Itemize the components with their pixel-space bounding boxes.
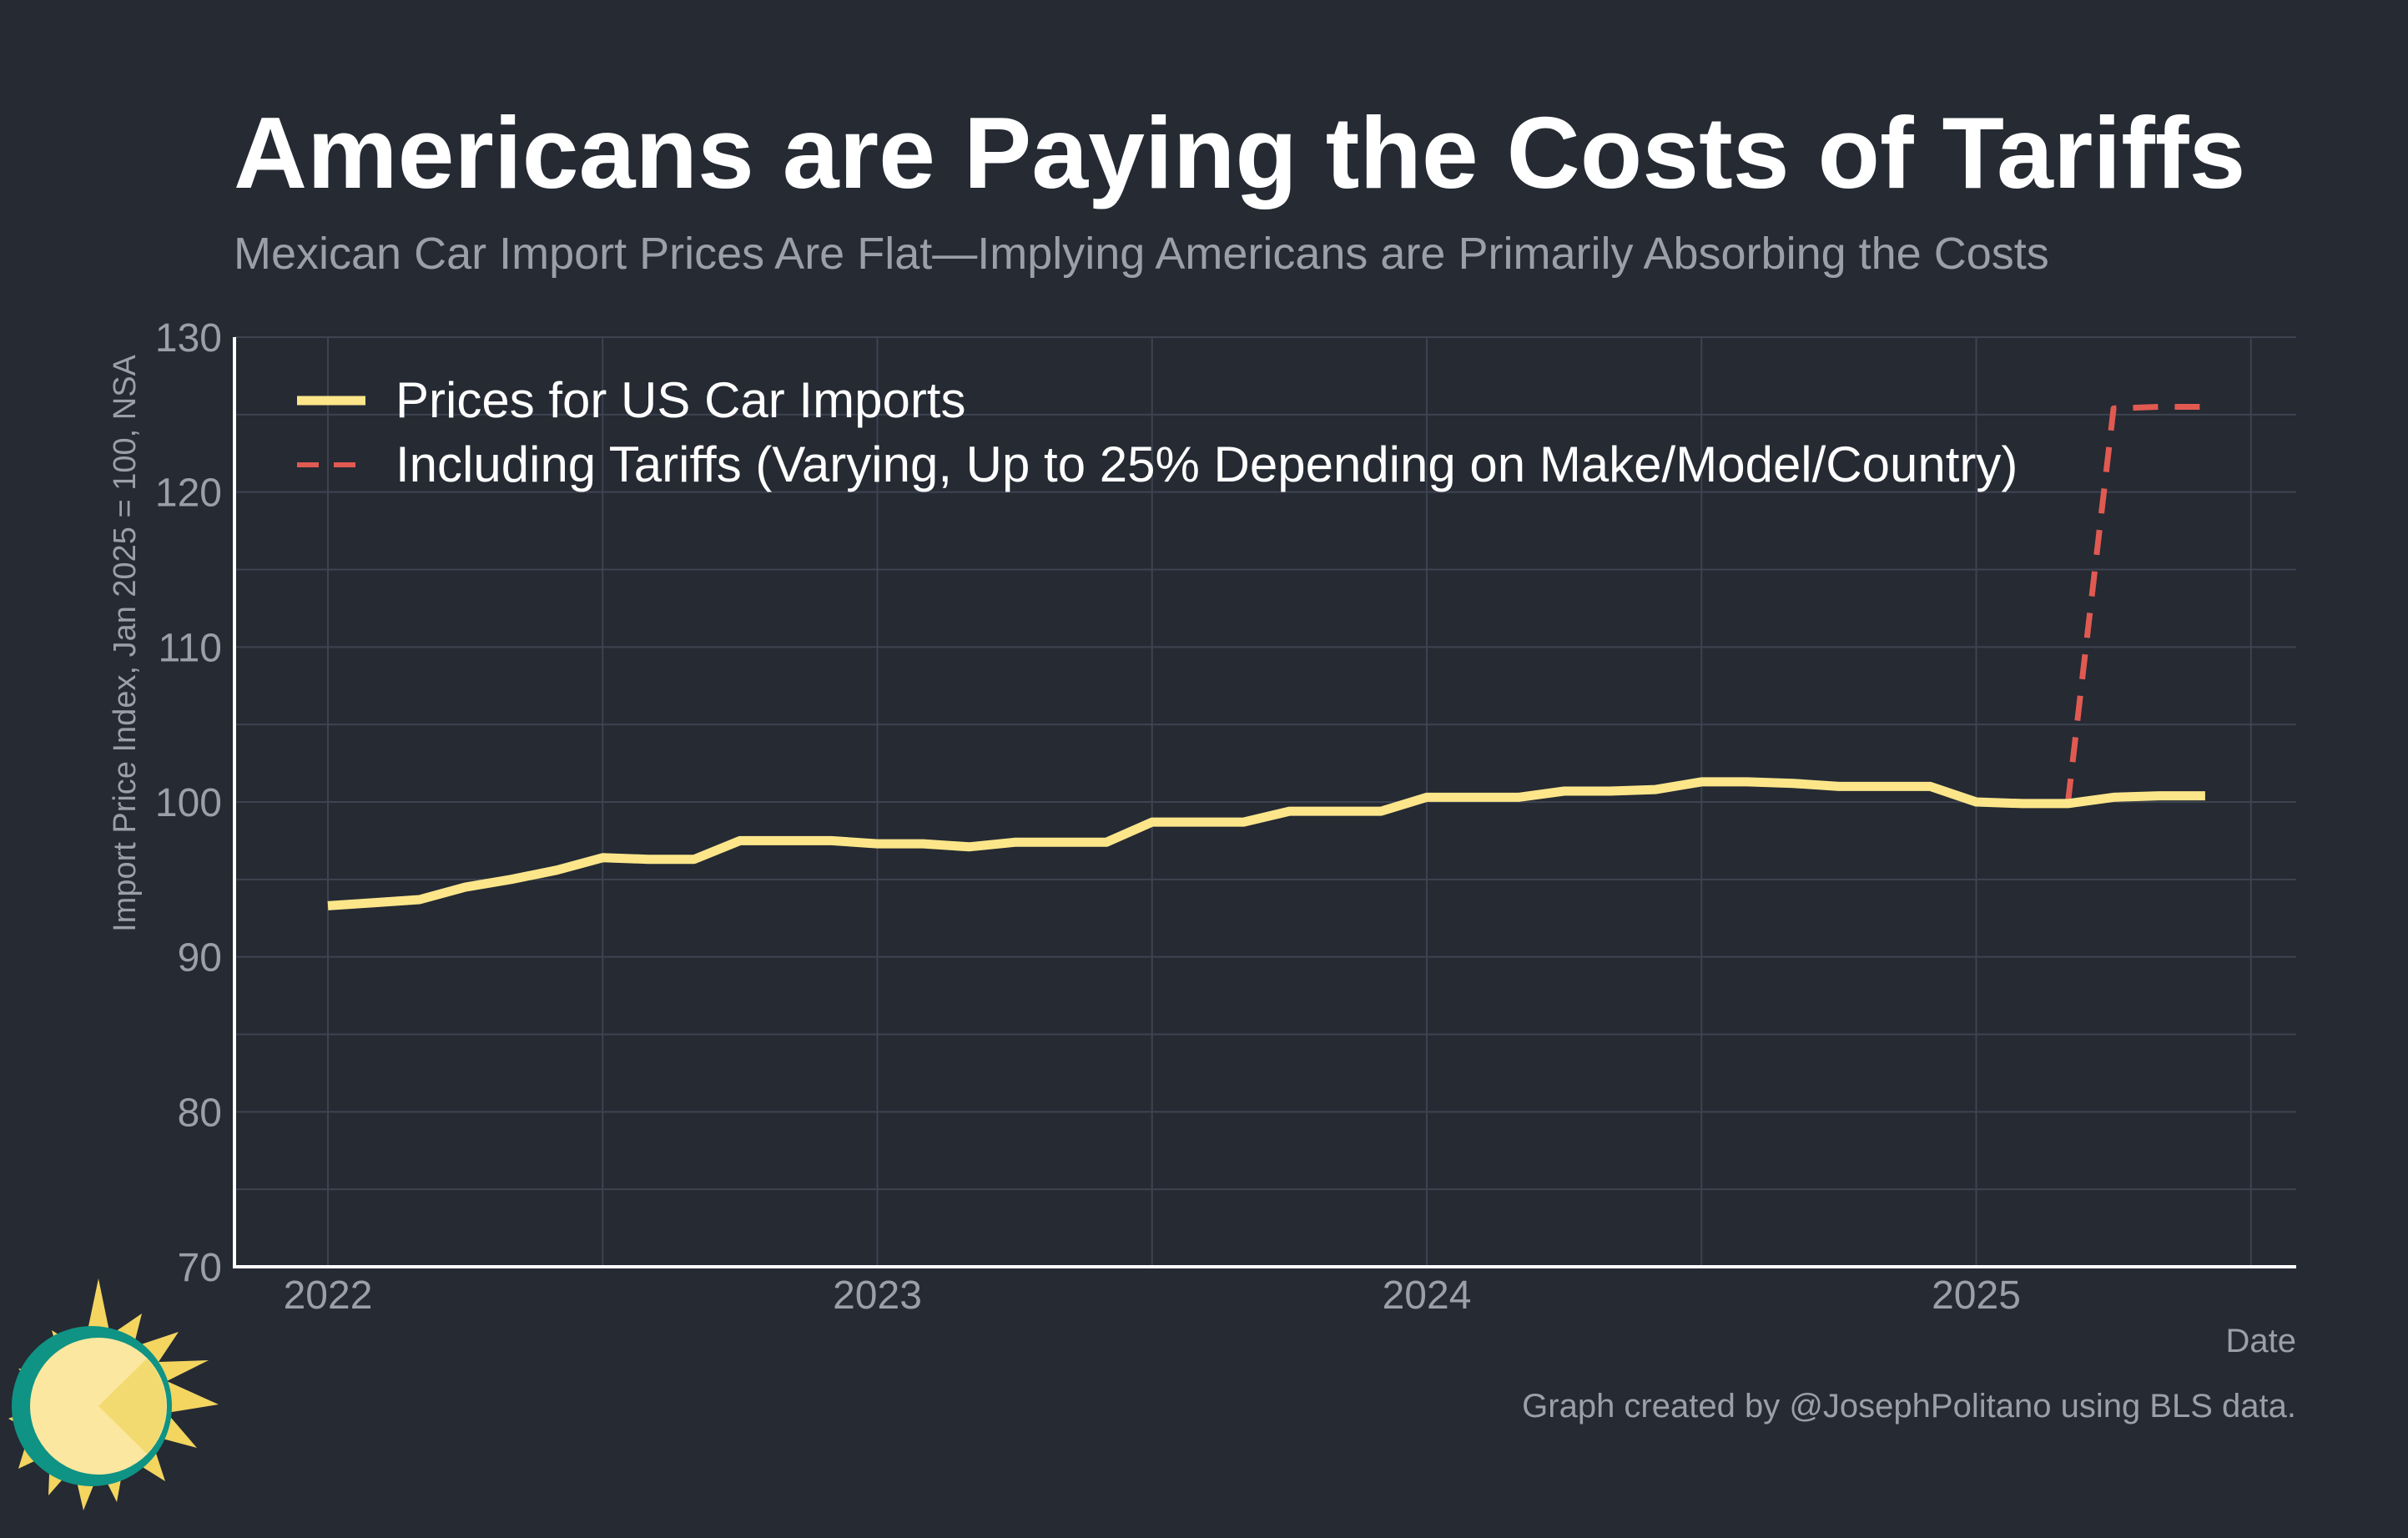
x-tick-label: 2025	[1932, 1273, 2021, 1318]
chart-title: Americans are Paying the Costs of Tariff…	[234, 96, 2246, 209]
legend-label-1: Prices for US Car Imports	[395, 372, 965, 428]
y-tick-label: 70	[178, 1246, 222, 1290]
sun-icon	[8, 1278, 219, 1510]
legend: Prices for US Car Imports Including Tarif…	[297, 372, 2018, 492]
x-tick-label: 2024	[1383, 1273, 1472, 1318]
y-tick-label: 80	[178, 1091, 222, 1135]
x-tick-label: 2023	[833, 1273, 922, 1318]
y-tick-label: 110	[158, 626, 222, 670]
x-tick-label: 2022	[284, 1273, 373, 1318]
chart-subtitle: Mexican Car Import Prices Are Flat—Imply…	[234, 229, 2049, 279]
x-axis-label: Date	[2226, 1323, 2297, 1359]
source-caption: Graph created by @JosephPolitano using B…	[1522, 1388, 2296, 1425]
y-tick-labels: 70 80 90 100 110 120 130	[155, 316, 222, 1290]
y-tick-label: 90	[178, 936, 222, 981]
y-tick-label: 100	[155, 781, 222, 825]
series-lines	[327, 404, 2205, 910]
legend-label-2: Including Tariffs (Varying, Up to 25% De…	[395, 436, 2018, 492]
x-tick-labels: 2022 2023 2024 2025	[284, 1273, 2021, 1318]
series-line-2	[2064, 404, 2205, 804]
axes	[233, 337, 2296, 1268]
y-axis-label: Import Price Index, Jan 2025 = 100, NSA	[108, 354, 143, 931]
y-tick-label: 130	[155, 316, 222, 361]
y-tick-label: 120	[155, 471, 222, 516]
series-line-1	[327, 777, 2205, 910]
